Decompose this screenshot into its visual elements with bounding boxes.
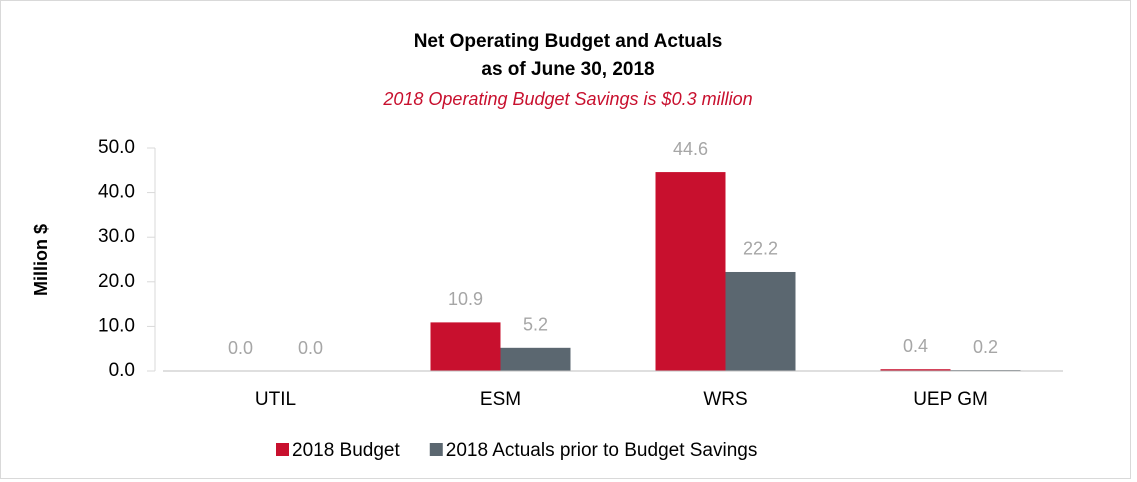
bar [655,172,726,371]
y-tick-label: 20.0 [98,271,135,292]
bar [500,347,571,371]
data-label: 10.9 [448,289,483,309]
data-label: 44.6 [673,139,708,159]
bar [725,271,796,371]
y-tick-label: 0.0 [109,360,135,381]
bar [430,322,501,371]
x-tick-label: UTIL [255,389,296,410]
y-tick-label: 30.0 [98,226,135,247]
chart-title: as of June 30, 2018 [481,59,654,80]
data-label: 0.0 [228,338,253,358]
chart-subtitle: 2018 Operating Budget Savings is $0.3 mi… [382,89,752,109]
data-label: 0.0 [298,338,323,358]
legend-swatch [276,443,289,456]
bar [880,369,951,371]
data-label: 5.2 [523,315,548,335]
x-tick-label: ESM [480,389,521,410]
legend-swatch [429,443,443,456]
data-label: 0.4 [903,336,928,356]
y-axis-label: Million $ [31,224,51,296]
chart-title: Net Operating Budget and Actuals [414,31,723,52]
legend-label: 2018 Budget [292,440,400,461]
legend-label: 2018 Actuals prior to Budget Savings [446,440,758,461]
y-tick-label: 10.0 [98,315,135,336]
y-tick-label: 50.0 [98,137,135,158]
x-tick-label: UEP GM [913,389,988,410]
y-tick-label: 40.0 [98,182,135,203]
x-tick-label: WRS [703,389,747,410]
data-label: 0.2 [973,337,998,357]
data-label: 22.2 [743,239,778,259]
